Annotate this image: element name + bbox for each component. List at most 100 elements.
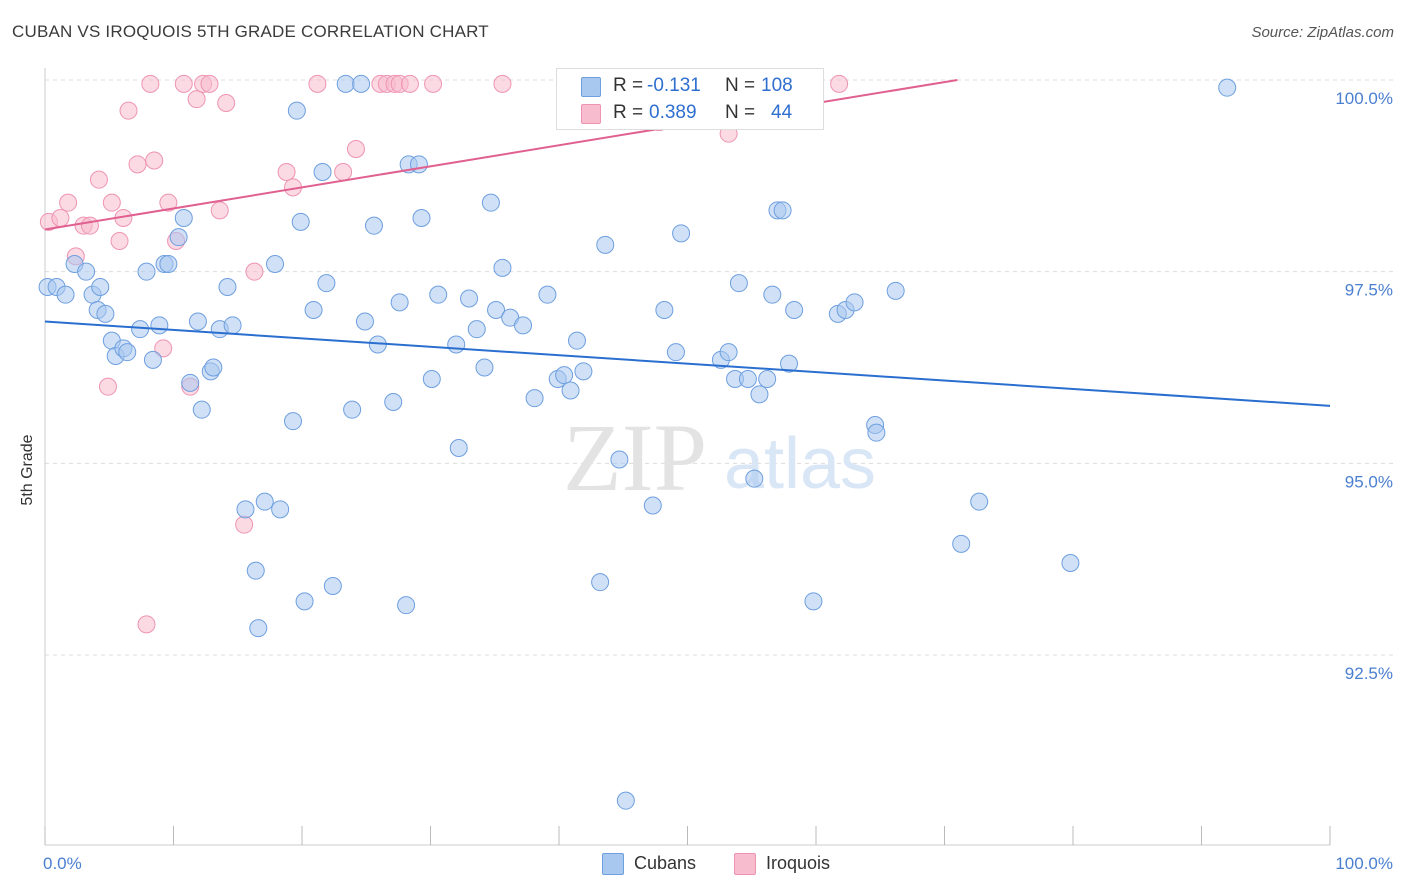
cubans-point xyxy=(313,163,332,181)
cubans-point xyxy=(719,343,738,362)
legend-n-label: N = xyxy=(725,75,756,96)
cubans-point xyxy=(192,400,211,419)
cubans-point xyxy=(159,255,178,273)
iroquois-point xyxy=(245,262,264,281)
series-legend: Cubans Iroquois xyxy=(0,852,1406,876)
cubans-point xyxy=(323,577,342,595)
cubans-point xyxy=(763,285,782,304)
iroquois-point xyxy=(308,74,327,93)
cubans-point xyxy=(970,492,989,511)
iroquois-point xyxy=(493,74,512,93)
cubans-point xyxy=(750,385,769,404)
cubans-point xyxy=(655,301,674,319)
cubans-point xyxy=(780,354,799,373)
legend-cubans-n: 108 xyxy=(761,75,793,96)
cubans-point xyxy=(1218,78,1237,97)
x-tick-label: 0.0% xyxy=(43,854,82,873)
iroquois-point xyxy=(141,74,160,93)
cubans-point xyxy=(449,439,468,457)
cubans-point xyxy=(729,274,748,293)
iroquois-point xyxy=(235,515,254,534)
cubans-point xyxy=(249,619,268,638)
cubans-point xyxy=(493,258,512,277)
cubans-legend-label: Cubans xyxy=(634,853,697,873)
cubans-point xyxy=(56,285,75,304)
iroquois-swatch xyxy=(581,104,601,124)
cubans-point xyxy=(91,278,110,296)
cubans-point xyxy=(845,293,864,312)
watermark-zip: ZIP xyxy=(563,404,707,511)
cubans-trend-line xyxy=(44,320,1331,407)
cubans-point xyxy=(574,362,593,381)
iroquois-point xyxy=(128,155,147,174)
legend-cubans-r: -0.131 xyxy=(647,75,701,96)
cubans-point xyxy=(952,534,971,553)
iroquois-point xyxy=(210,201,229,220)
cubans-point xyxy=(223,316,242,335)
cubans-point xyxy=(287,101,306,120)
iroquois-point xyxy=(98,377,117,396)
cubans-point xyxy=(591,573,610,592)
cubans-point xyxy=(143,350,162,369)
iroquois-point xyxy=(217,94,236,112)
cubans-point xyxy=(567,331,586,350)
cubans-point xyxy=(867,423,886,442)
y-axis-label-wrap: 5th Grade xyxy=(18,420,38,520)
cubans-point xyxy=(412,209,431,227)
iroquois-point xyxy=(334,163,353,181)
cubans-point xyxy=(422,370,441,388)
cubans-point xyxy=(169,228,188,247)
cubans-point xyxy=(487,301,506,319)
cubans-point xyxy=(514,316,533,335)
cubans-point xyxy=(390,293,409,312)
iroquois-point xyxy=(159,193,178,212)
cubans-point xyxy=(758,370,777,388)
iroquois-legend-label: Iroquois xyxy=(766,853,831,873)
cubans-point xyxy=(745,469,764,488)
cubans-point xyxy=(538,285,557,304)
cubans-swatch xyxy=(581,77,601,97)
legend-n-label: N = xyxy=(725,102,756,123)
cubans-point xyxy=(204,358,223,377)
cubans-point xyxy=(397,596,416,615)
cubans-point xyxy=(131,320,150,339)
cubans-point xyxy=(336,74,355,93)
cubans-point xyxy=(291,212,310,231)
cubans-point xyxy=(255,492,274,511)
iroquois-point xyxy=(145,151,164,170)
cubans-point xyxy=(188,312,207,331)
iroquois-point xyxy=(102,193,121,212)
cubans-point xyxy=(475,358,494,377)
cubans-point xyxy=(460,289,479,308)
iroquois-point xyxy=(400,74,419,93)
cubans-point xyxy=(738,370,757,388)
iroquois-point xyxy=(59,193,78,212)
cubans-point xyxy=(218,278,237,296)
cubans-point xyxy=(409,155,428,174)
iroquois-point xyxy=(174,74,193,93)
iroquois-point xyxy=(187,90,206,109)
y-tick-label: 95.0% xyxy=(1345,472,1393,491)
iroquois-legend-swatch xyxy=(734,853,756,875)
cubans-point xyxy=(555,366,574,385)
cubans-point xyxy=(773,201,792,220)
cubans-point xyxy=(96,304,115,323)
correlation-legend: R = -0.131 N = 108 R = 0.389 N = 44 xyxy=(556,68,824,130)
legend-r-label: R = xyxy=(613,102,644,123)
cubans-point xyxy=(467,320,486,339)
y-tick-label: 97.5% xyxy=(1345,281,1393,300)
iroquois-point xyxy=(424,74,443,93)
x-tick-label: 100.0% xyxy=(1335,854,1393,873)
y-tick-label: 92.5% xyxy=(1345,664,1393,683)
watermark-atlas: atlas xyxy=(724,424,876,504)
cubans-point xyxy=(343,400,362,419)
legend-r-label: R = xyxy=(613,75,644,96)
cubans-point xyxy=(118,343,137,362)
iroquois-point xyxy=(830,74,849,93)
cubans-legend-swatch xyxy=(602,853,624,875)
y-tick-label: 100.0% xyxy=(1335,89,1393,108)
iroquois-point xyxy=(89,170,108,189)
cubans-point xyxy=(295,592,314,611)
cubans-point xyxy=(355,312,374,331)
